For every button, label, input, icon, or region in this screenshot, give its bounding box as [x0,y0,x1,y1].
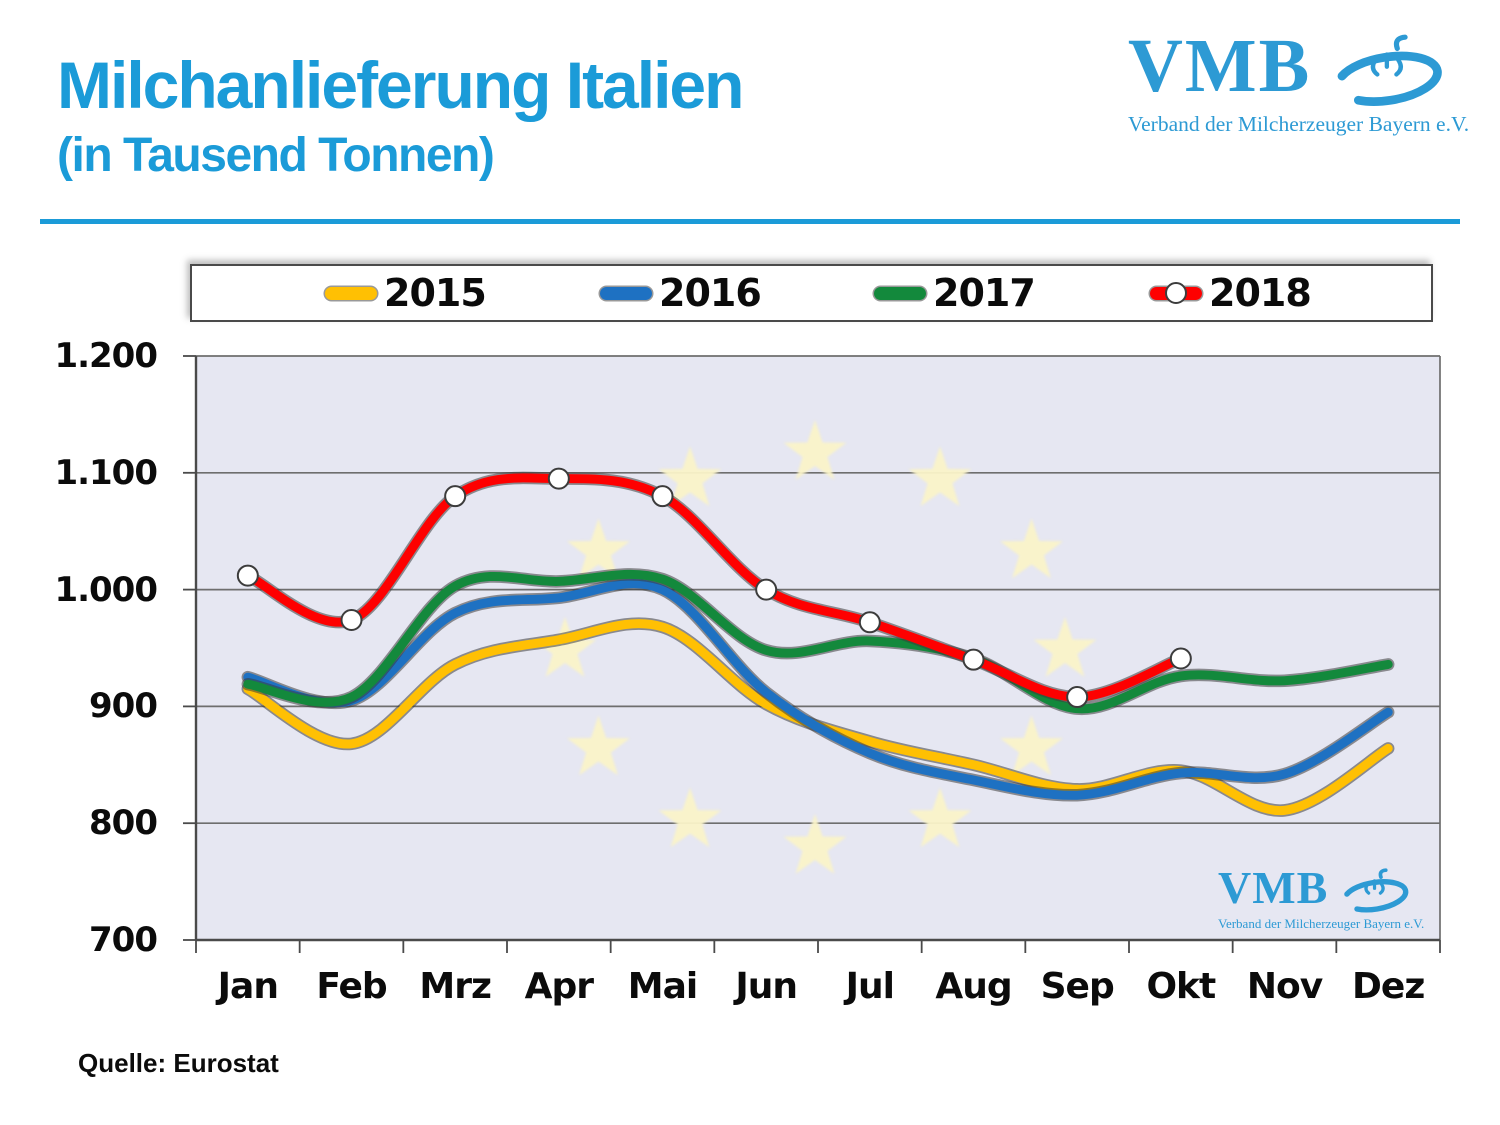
data-point-marker-2018 [858,611,881,634]
chart-legend: 2015 2016 2017 2018 [190,264,1433,322]
eu-star-icon [1000,715,1063,776]
eu-star-icon [908,787,972,848]
legend-label-2016: 2016 [659,271,762,315]
y-axis-label-900: 900 [89,686,158,727]
legend-label-2017: 2017 [933,271,1036,315]
x-axis-label-Dez: Dez [1352,966,1425,1007]
legend-item-2016: 2016 [600,266,762,320]
legend-item-2017: 2017 [874,266,1036,320]
eu-star-icon [567,715,630,776]
y-axis-label-1100: 1.100 [54,452,158,493]
title-underline [40,219,1460,224]
legend-marker-icon [1165,282,1187,304]
legend-item-2018: 2018 [1150,266,1312,320]
x-axis-label-Jun: Jun [735,966,798,1007]
y-axis-label-800: 800 [89,803,158,844]
legend-swatch-2017 [874,286,926,300]
legend-label-2015: 2015 [384,271,487,315]
eu-star-icon [783,814,847,874]
data-point-marker-2018 [651,485,674,508]
x-axis-label-Feb: Feb [316,966,387,1007]
vmb-watermark-text: VMB [1218,862,1329,913]
vmb-watermark-swirl-icon [1342,868,1409,913]
series-line-2016 [243,579,1393,800]
eu-star-icon [783,420,847,480]
legend-swatch-2018 [1150,282,1202,304]
vmb-watermark-tagline: Verband der Milcherzeuger Bayern e.V. [1218,916,1425,931]
source-note: Quelle: Eurostat [78,1048,279,1078]
x-axis-label-Jul: Jul [845,966,895,1007]
data-point-marker-2018 [236,564,259,587]
vmb-logo-tagline: Verband der Milcherzeuger Bayern e.V. [1128,112,1470,136]
eu-stars-watermark [533,420,1097,874]
y-axis-label-1000: 1.000 [54,569,158,610]
data-point-marker-2018 [755,578,778,601]
data-point-marker-2018 [1066,686,1089,709]
data-point-marker-2018 [962,648,985,671]
x-axis-label-Apr: Apr [524,966,594,1007]
vmb-swirl-icon [1333,34,1443,106]
page-title: Milchanlieferung Italien [57,48,744,122]
eu-star-icon [658,446,722,507]
eu-star-icon [908,446,972,507]
x-axis-label-Jan: Jan [217,966,279,1007]
legend-swatch-2015 [325,286,377,300]
vmb-logo: VMB Verband der Milcherzeuger Bayern e.V… [1128,24,1470,137]
eu-star-icon [1033,617,1097,677]
x-axis-label-Okt: Okt [1146,966,1216,1007]
eu-star-icon [1000,518,1063,579]
legend-label-2018: 2018 [1209,271,1312,315]
page-subtitle: (in Tausend Tonnen) [57,129,495,182]
x-axis-label-Sep: Sep [1040,966,1115,1007]
legend-swatch-2016 [600,286,652,300]
vmb-watermark-logo: VMB Verband der Milcherzeuger Bayern e.V… [1218,862,1425,932]
legend-item-2015: 2015 [325,266,487,320]
eu-star-icon [567,518,630,579]
data-point-marker-2018 [340,608,363,631]
data-point-marker-2018 [444,485,467,508]
vmb-logo-text: VMB [1128,24,1312,108]
series-line-2017 [243,569,1393,714]
x-axis-label-Nov: Nov [1246,966,1323,1007]
data-point-marker-2018 [547,467,570,490]
eu-star-icon [533,617,597,677]
x-axis-label-Mai: Mai [627,966,698,1007]
x-axis-label-Mrz: Mrz [419,966,492,1007]
x-axis-label-Aug: Aug [935,966,1012,1007]
series-line-2018 [243,473,1186,702]
data-point-marker-2018 [1169,647,1192,670]
y-axis-label-700: 700 [89,920,158,960]
y-axis-label-1200: 1.200 [54,336,158,376]
eu-star-icon [658,787,722,848]
